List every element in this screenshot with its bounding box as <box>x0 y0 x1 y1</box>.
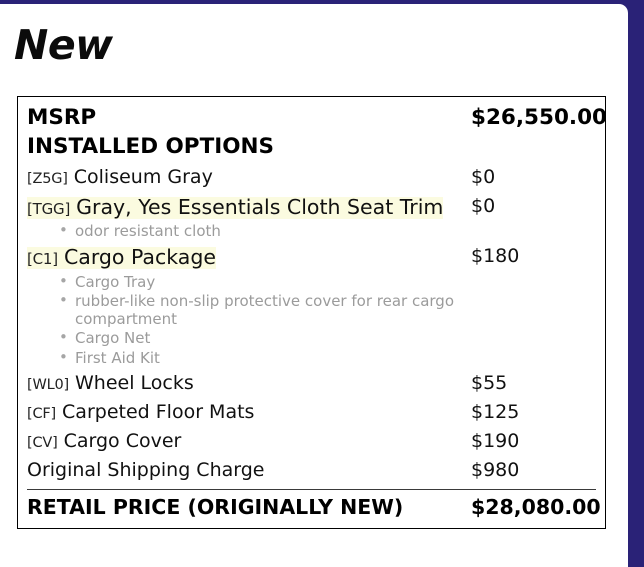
installed-options-heading: INSTALLED OPTIONS <box>27 133 274 159</box>
msrp-row: MSRP $26,550.00 <box>27 104 607 132</box>
options-list: [Z5G] Coliseum Gray $0 [TGG] Gray, Yes Ess… <box>27 163 596 456</box>
option-name: Coliseum Gray <box>73 165 213 188</box>
option-label: [CV] Cargo Cover <box>27 427 471 456</box>
option-name: Wheel Locks <box>75 372 194 395</box>
shipping-row: Original Shipping Charge $980 <box>27 456 596 485</box>
option-code: [C1] <box>27 250 58 269</box>
option-row: [WL0] Wheel Locks $55 <box>27 369 596 398</box>
right-navy-gutter <box>628 0 644 567</box>
pricing-page-card: New MSRP $26,550.00 INSTALLED OPTIONS [Z… <box>0 4 628 567</box>
option-name: Cargo Cover <box>63 430 182 453</box>
option-row: [Z5G] Coliseum Gray $0 <box>27 163 596 192</box>
option-code: [Z5G] <box>27 170 68 187</box>
option-price: $55 <box>471 372 508 395</box>
option-code: [CF] <box>27 406 56 423</box>
option-feature-item: First Aid Kit <box>59 349 505 368</box>
option-price: $190 <box>471 430 520 453</box>
option-label: [C1] Cargo Package <box>27 242 471 273</box>
option-name: Carpeted Floor Mats <box>62 401 255 424</box>
option-price: $0 <box>471 165 496 188</box>
shipping-label: Original Shipping Charge <box>27 458 265 481</box>
option-features: Cargo Trayrubber-like non-slip protectiv… <box>27 273 596 368</box>
option-label: [WL0] Wheel Locks <box>27 369 471 398</box>
pricing-table: MSRP $26,550.00 INSTALLED OPTIONS [Z5G] … <box>17 96 607 530</box>
option-label: [CF] Carpeted Floor Mats <box>27 398 471 427</box>
option-feature-item: Cargo Net <box>59 329 505 348</box>
option-code: [CV] <box>27 435 58 452</box>
option-feature-item: rubber-like non-slip protective cover fo… <box>59 292 505 328</box>
option-feature-item: odor resistant cloth <box>59 222 505 241</box>
msrp-price: $26,550.00 <box>471 105 608 130</box>
option-name: Cargo Package <box>63 245 216 270</box>
option-label: [Z5G] Coliseum Gray <box>27 163 471 192</box>
retail-price-label: RETAIL PRICE (ORIGINALLY NEW) <box>27 494 404 519</box>
option-features: odor resistant cloth <box>27 222 596 241</box>
option-feature-item: Cargo Tray <box>59 273 505 292</box>
option-price: $180 <box>471 245 520 268</box>
page-title: New <box>14 21 113 69</box>
option-code: [TGG] <box>27 199 71 218</box>
top-navy-strip <box>0 0 644 4</box>
option-row: [CV] Cargo Cover $190 <box>27 427 596 456</box>
option-row: [CF] Carpeted Floor Mats $125 <box>27 398 596 427</box>
option-row: [C1] Cargo Package $180 <box>27 242 596 273</box>
option-price: $125 <box>471 401 520 424</box>
option-code: [WL0] <box>27 377 69 394</box>
option-name: Gray, Yes Essentials Cloth Seat Trim <box>76 194 444 219</box>
option-label: [TGG] Gray, Yes Essentials Cloth Seat Tr… <box>27 192 471 223</box>
option-row: [TGG] Gray, Yes Essentials Cloth Seat Tr… <box>27 192 596 223</box>
retail-price-value: $28,080.00 <box>471 494 601 519</box>
total-divider <box>27 488 596 490</box>
msrp-label: MSRP <box>27 105 97 130</box>
retail-price-row: RETAIL PRICE (ORIGINALLY NEW) $28,080.00 <box>27 494 601 521</box>
option-price: $0 <box>471 194 496 217</box>
shipping-price: $980 <box>471 458 520 481</box>
